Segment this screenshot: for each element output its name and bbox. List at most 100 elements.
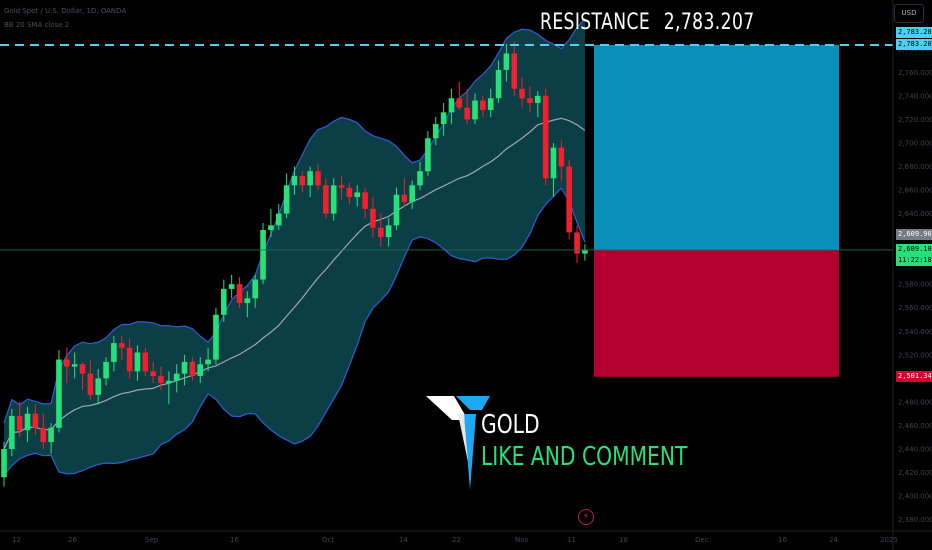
candle (166, 371, 172, 405)
price-tag-mid: 2,609.905 (896, 229, 932, 240)
candle (71, 352, 78, 379)
candle (275, 204, 282, 231)
candle (511, 41, 518, 96)
x-tick-label: 16 (778, 536, 787, 544)
candle (87, 359, 94, 400)
x-tick-label: 26 (68, 536, 77, 544)
candle (378, 213, 384, 247)
candle (503, 44, 510, 82)
candle (32, 404, 39, 435)
candle (393, 187, 400, 231)
candle (495, 60, 502, 103)
candle (142, 347, 149, 377)
candle (370, 197, 376, 238)
target-zone (594, 45, 839, 250)
candle (417, 161, 423, 191)
candle (260, 222, 266, 285)
t-logo-icon (426, 396, 490, 490)
candle (323, 178, 329, 219)
candle (126, 338, 133, 379)
currency-button[interactable]: USD (894, 4, 924, 23)
y-tick-label: 2,440.000 (898, 446, 932, 454)
candle (79, 361, 86, 391)
candle (409, 180, 415, 209)
price-tag-resistance-a: 2,783.207 (896, 27, 932, 38)
candle (158, 366, 164, 391)
candle (134, 345, 141, 381)
y-tick-label: 2,420.000 (898, 469, 932, 477)
x-tick-label: 2025 (880, 536, 898, 544)
candle (425, 131, 431, 176)
candle (550, 142, 557, 198)
candle (181, 354, 188, 386)
candle (440, 102, 447, 136)
candle (346, 182, 353, 205)
logo-title: GOLD (481, 410, 540, 440)
candle (480, 95, 486, 118)
resistance-label: RESISTANCE 2,783.207 (540, 10, 755, 35)
candle (385, 218, 392, 247)
candle (527, 86, 533, 113)
indicator-header: BB 20 SMA close 2 (4, 21, 70, 29)
candle (244, 291, 251, 318)
candle (401, 178, 408, 207)
x-tick-label: 11 (567, 536, 576, 544)
candle (111, 335, 117, 372)
candle (542, 88, 549, 186)
candle (48, 423, 54, 454)
lightning-icon[interactable]: ⚡ (578, 509, 594, 525)
candle (103, 357, 109, 386)
candle (330, 178, 337, 221)
band-fill (4, 18, 585, 475)
price-tag-resistance-b: 2,783.207 (896, 39, 932, 50)
candle (189, 357, 196, 381)
candle (221, 279, 227, 322)
x-tick-label: 18 (619, 536, 628, 544)
price-tag-stop: 2,501.346 (896, 371, 932, 382)
bollinger-band (3, 18, 586, 476)
y-tick-label: 2,540.000 (898, 328, 932, 336)
candle (283, 173, 290, 219)
band-lower (3, 187, 586, 476)
candle (535, 91, 541, 118)
candle (228, 274, 235, 299)
candles (1, 41, 588, 487)
candle (64, 347, 70, 384)
candle (95, 368, 101, 405)
y-tick-label: 2,400.000 (898, 493, 932, 501)
candle (1, 441, 7, 487)
y-tick-label: 2,700.000 (898, 139, 932, 147)
candle (566, 159, 572, 240)
candle (40, 413, 47, 450)
candle (291, 166, 298, 195)
x-tick-label: Nov (515, 536, 529, 544)
candle (307, 166, 313, 198)
x-tick-label: 16 (230, 536, 239, 544)
candle (338, 175, 345, 200)
x-tick-label: 22 (452, 536, 461, 544)
candle (558, 140, 565, 181)
y-tick-label: 2,720.000 (898, 116, 932, 124)
y-tick-label: 2,680.000 (898, 163, 932, 171)
candle (574, 225, 580, 264)
x-tick-label: Sep (145, 536, 159, 544)
candle (150, 361, 156, 384)
candle (315, 164, 321, 191)
candle (252, 274, 258, 308)
y-tick-label: 2,520.000 (898, 351, 932, 359)
candle (56, 350, 62, 433)
candle (362, 187, 368, 219)
candle (354, 185, 361, 207)
candle (205, 347, 211, 372)
y-tick-label: 2,660.000 (898, 187, 932, 195)
candle (472, 93, 478, 125)
candle (173, 364, 180, 393)
y-tick-label: 2,480.000 (898, 398, 932, 406)
candle (236, 277, 243, 308)
levels (0, 44, 893, 377)
candle (487, 88, 494, 118)
symbol-header: Gold Spot / U.S. Dollar, 1D, OANDA (4, 7, 127, 15)
candle (456, 81, 463, 110)
x-tick-label: 24 (829, 536, 838, 544)
